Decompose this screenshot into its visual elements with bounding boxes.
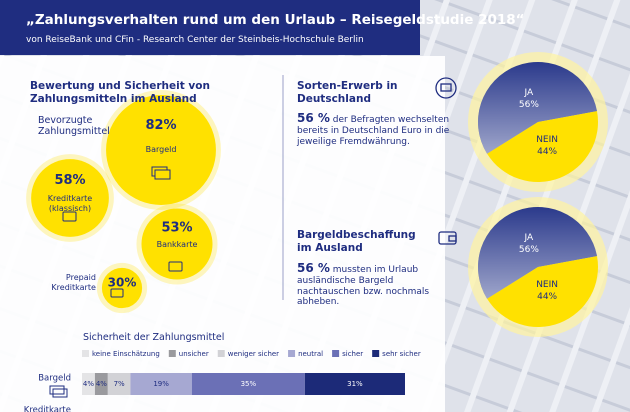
highlight: 56 % xyxy=(297,111,330,125)
bankcard-icon xyxy=(168,261,183,272)
slice-value: 44% xyxy=(537,292,557,302)
category-label: Bankkarte xyxy=(156,240,198,250)
bubble xyxy=(101,267,143,309)
slice-label: JA xyxy=(524,88,534,98)
legend-label: neutral xyxy=(298,350,323,358)
text: mussten im Urlaub ausländische Bargeld n… xyxy=(297,265,430,308)
segment-label: 31% xyxy=(347,380,363,388)
bar-segment xyxy=(107,373,131,395)
legend-swatch xyxy=(288,350,296,357)
legend-swatch xyxy=(168,350,176,357)
card-icon xyxy=(62,211,124,298)
slice-label: NEIN xyxy=(536,135,558,145)
category-label: Prepaid Kreditkarte xyxy=(51,273,96,292)
bubble xyxy=(31,159,109,237)
legend-label: sehr sicher xyxy=(382,350,421,358)
pie-slice xyxy=(487,256,598,328)
pie-slice xyxy=(487,111,598,182)
highlight: 56 % xyxy=(297,261,330,275)
segment-label: 7% xyxy=(114,380,125,388)
segment-label: 35% xyxy=(241,380,257,388)
slice-value: 44% xyxy=(537,147,557,157)
slice-value: 56% xyxy=(519,100,539,110)
category-label: Kreditkarte (klassisch) xyxy=(47,194,93,213)
legend-swatch xyxy=(372,350,380,357)
value-label: 30% xyxy=(108,275,137,289)
legend-label: sicher xyxy=(342,350,363,358)
legend-label: keine Einschätzung xyxy=(92,350,160,358)
section-text: 56 % der Befragten wechselten bereits in… xyxy=(297,111,452,147)
text: der Befragten wechselten bereits in Deut… xyxy=(297,115,450,147)
section-text: 56 % mussten im Urlaub ausländische Barg… xyxy=(297,261,457,308)
cash-icon xyxy=(151,166,171,180)
bar-segment xyxy=(304,373,405,395)
pie-shade xyxy=(478,207,598,299)
bargeld-icon xyxy=(49,385,68,398)
value-label: 82% xyxy=(145,118,176,133)
legend-label: weniger sicher xyxy=(228,350,279,358)
category-label: Kreditkarte xyxy=(24,406,71,412)
category-label: Bargeld xyxy=(38,374,71,384)
banner xyxy=(0,0,420,55)
bar-segment xyxy=(130,373,192,395)
section-title: Bargeldbeschaffung im Ausland xyxy=(297,229,416,254)
page-title: „Zahlungsverhalten rund um den Urlaub – … xyxy=(26,12,525,28)
page-subtitle: von ReiseBank und CFin - Research Center… xyxy=(26,35,364,45)
section-title: Bewertung und Sicherheit von Zahlungsmit… xyxy=(30,80,210,105)
section-subtitle: Bevorzugte Zahlungsmittel xyxy=(38,115,110,138)
exchange-icon xyxy=(435,77,457,99)
value-label: 58% xyxy=(54,173,85,188)
bubble xyxy=(141,208,213,280)
wallet-icon xyxy=(438,231,457,245)
bubble xyxy=(106,95,216,205)
legend-swatch xyxy=(217,350,225,357)
slice-value: 56% xyxy=(519,245,539,255)
category-label: Bargeld xyxy=(145,144,177,154)
slice-label: NEIN xyxy=(536,280,558,290)
section-title: Sorten-Erwerb in Deutschland xyxy=(297,80,398,105)
bar-segment xyxy=(82,373,95,395)
segment-label: 19% xyxy=(153,380,169,388)
bar-title: Sicherheit der Zahlungsmittel xyxy=(83,332,225,343)
legend-swatch xyxy=(82,350,89,357)
segment-label: 4% xyxy=(83,380,94,388)
bar-segment xyxy=(94,373,108,395)
pie-shade xyxy=(477,61,598,154)
value-label: 53% xyxy=(161,221,192,236)
legend-label: unsicher xyxy=(179,350,209,358)
slice-label: JA xyxy=(524,233,534,243)
segment-label: 4% xyxy=(96,380,107,388)
legend-swatch xyxy=(332,350,340,357)
bar-segment xyxy=(191,373,305,395)
